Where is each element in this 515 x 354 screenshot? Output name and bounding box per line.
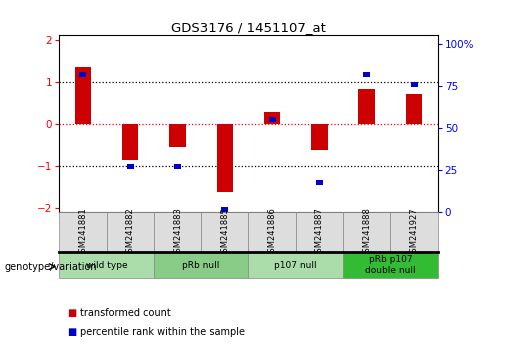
- Bar: [59, 252, 154, 278]
- Bar: [390, 212, 438, 253]
- Bar: [363, 72, 370, 77]
- Bar: [296, 212, 343, 253]
- Bar: [122, 124, 139, 160]
- Text: GSM241887: GSM241887: [315, 207, 324, 258]
- Bar: [127, 164, 134, 170]
- Bar: [358, 89, 375, 124]
- Bar: [264, 112, 281, 124]
- Bar: [154, 252, 248, 278]
- Bar: [343, 252, 438, 278]
- Bar: [410, 82, 418, 87]
- Bar: [59, 212, 107, 253]
- Text: GSM241882: GSM241882: [126, 207, 135, 258]
- Bar: [216, 124, 233, 192]
- Text: GSM241881: GSM241881: [78, 207, 88, 258]
- Text: ■: ■: [67, 308, 76, 318]
- Text: percentile rank within the sample: percentile rank within the sample: [80, 327, 245, 337]
- Text: GSM241883: GSM241883: [173, 207, 182, 258]
- Title: GDS3176 / 1451107_at: GDS3176 / 1451107_at: [171, 21, 326, 34]
- Text: pRb null: pRb null: [182, 261, 220, 270]
- Text: GSM241885: GSM241885: [220, 207, 229, 258]
- Bar: [107, 212, 154, 253]
- Bar: [75, 67, 91, 124]
- Text: wild type: wild type: [85, 261, 127, 270]
- Bar: [154, 212, 201, 253]
- Bar: [248, 252, 343, 278]
- Text: GSM241886: GSM241886: [268, 207, 277, 258]
- Text: transformed count: transformed count: [80, 308, 170, 318]
- Text: genotype/variation: genotype/variation: [4, 262, 97, 272]
- Bar: [201, 212, 248, 253]
- Bar: [79, 72, 87, 77]
- Bar: [311, 124, 328, 150]
- Text: ■: ■: [67, 327, 76, 337]
- Text: pRb p107
double null: pRb p107 double null: [365, 256, 416, 275]
- Bar: [169, 124, 186, 147]
- Text: p107 null: p107 null: [274, 261, 317, 270]
- Bar: [269, 117, 276, 122]
- Bar: [174, 164, 181, 170]
- Bar: [406, 93, 422, 124]
- Bar: [316, 179, 323, 184]
- Bar: [343, 212, 390, 253]
- Bar: [248, 212, 296, 253]
- Text: GSM241927: GSM241927: [409, 207, 419, 258]
- Bar: [221, 206, 228, 212]
- Text: GSM241888: GSM241888: [362, 207, 371, 258]
